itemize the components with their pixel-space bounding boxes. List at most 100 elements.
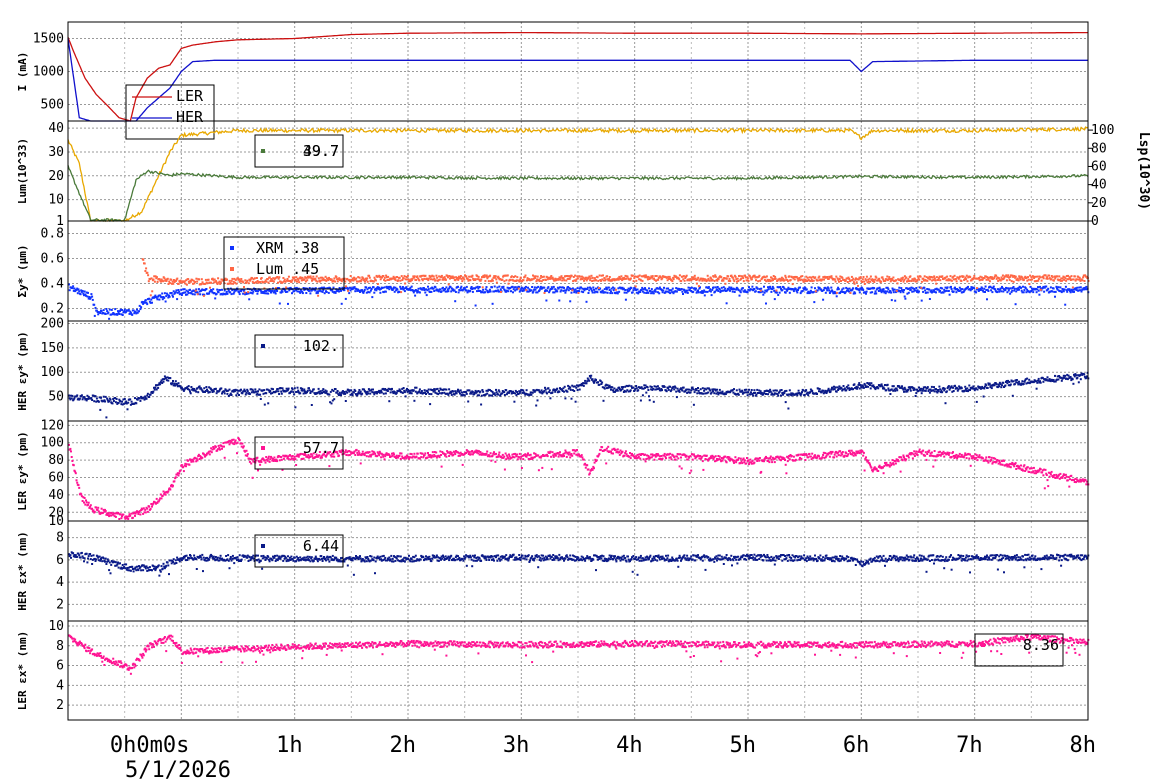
data-point [1061,288,1064,290]
data-point [544,386,546,389]
data-point [265,292,268,295]
data-point [722,279,725,282]
data-point [438,275,441,278]
data-point [858,382,861,385]
data-point [321,286,323,289]
legend-label: Lum .45 [256,260,319,278]
data-point [287,457,290,460]
data-point [687,286,690,289]
data-point [603,387,606,390]
data-point [760,287,763,290]
data-point [665,390,668,393]
data-point [718,388,721,391]
data-point [852,388,854,391]
data-point [948,388,951,391]
data-point [478,286,481,288]
data-point [802,287,805,290]
data-point [629,288,631,291]
data-point [322,289,325,292]
data-point [215,292,218,295]
data-point [805,392,808,395]
data-point [415,289,418,292]
data-point [210,389,213,392]
data-point [259,393,262,396]
data-point [357,392,359,395]
data-point [758,274,761,277]
data-point [118,313,121,315]
data-point [83,294,85,297]
data-point [571,289,574,292]
data-point [483,274,486,277]
data-point [518,290,521,293]
data-point [106,512,109,515]
data-point [813,301,816,304]
data-point [536,278,539,281]
data-point [325,454,328,457]
data-point [429,291,432,293]
data-point [229,439,232,442]
data-point [265,456,268,458]
data-point [741,287,744,290]
data-point [1039,381,1042,384]
data-point [783,279,786,282]
data-point [857,383,860,386]
data-point [240,445,243,448]
data-point [1050,275,1053,277]
data-point [909,389,912,392]
data-point [754,394,757,397]
data-point [655,279,658,282]
data-point [569,386,572,389]
data-point [264,292,267,295]
data-point [106,310,109,313]
data-point [344,280,347,283]
data-point [241,392,244,395]
data-point [381,287,384,289]
data-point [349,450,352,453]
data-point [384,290,387,293]
data-point [602,274,604,277]
data-point [1085,285,1088,288]
data-point [80,395,83,398]
data-point [172,380,174,382]
data-point [938,385,941,388]
data-point [522,389,525,392]
data-point [947,385,950,388]
data-point [549,397,552,400]
data-point [97,506,100,509]
data-point [1011,274,1014,277]
data-point [527,286,529,289]
data-point [430,393,433,396]
data-point [348,450,351,452]
data-point [376,275,379,278]
data-point [567,286,570,288]
data-point [89,297,92,300]
y-tick-label: 0.2 [41,302,64,317]
data-point [733,280,736,283]
data-point [198,385,201,388]
data-point [958,276,961,279]
data-point [621,286,624,289]
data-point [822,289,825,291]
data-point [946,387,949,390]
data-point [469,279,472,282]
data-point [859,277,862,280]
data-point [1054,380,1057,383]
data-point [746,276,749,279]
data-point [624,274,627,277]
data-point [623,389,626,392]
data-point [399,389,402,392]
data-point [275,390,278,393]
data-point [920,299,923,302]
data-point [75,479,78,482]
data-point [114,308,117,311]
data-point [427,285,429,288]
data-point [312,457,315,460]
data-point [166,293,169,296]
data-point [853,291,856,294]
data-point [667,291,670,294]
data-point [697,289,699,292]
data-point [351,277,354,280]
data-point [352,287,355,290]
data-point [503,289,506,292]
data-point [378,286,381,289]
